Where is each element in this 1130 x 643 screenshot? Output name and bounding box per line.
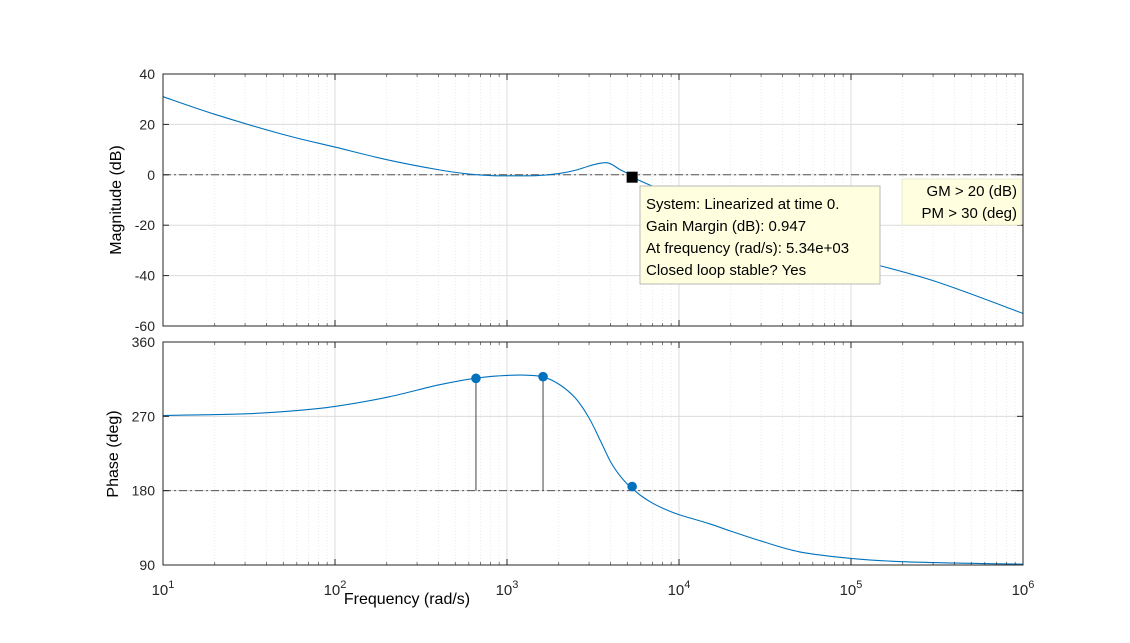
datatip-line-gain-margin: Gain Margin (dB): 0.947 [646, 218, 806, 235]
magnitude-axes-box [162, 73, 1024, 327]
phase-xtick-labels: 101 102 103 104 105 106 [152, 579, 1035, 599]
series-line [162, 374, 1024, 565]
margin-marker [471, 373, 481, 384]
phase-axes[interactable]: 90 180 270 360 101 102 103 104 105 106 Phase (de… [105, 334, 1034, 599]
phase-ticks [162, 341, 1024, 566]
datatip-line-system: System: Linearized at time 0. [646, 196, 839, 213]
phase-plot-area[interactable] [163, 342, 1023, 565]
xtick-label: 105 [840, 579, 863, 599]
magnitude-ticks [162, 73, 1024, 327]
ytick-label: 20 [139, 116, 155, 132]
requirements-box[interactable]: GM > 20 (dB) PM > 30 (deg) [901, 178, 1022, 226]
margin-marker [538, 371, 548, 382]
magnitude-axes[interactable]: -60 -40 -20 0 20 40 Magnitude (dB) [108, 66, 1024, 334]
datatip-line-stability: Closed loop stable? Yes [646, 262, 806, 279]
ytick-label: -60 [135, 318, 155, 334]
phase-ylabel: Phase (deg) [105, 410, 122, 497]
ytick-label: -20 [135, 217, 155, 233]
phase-series [162, 374, 1024, 565]
requirements-box-bg [901, 178, 1022, 226]
ytick-label: 270 [132, 408, 156, 424]
magnitude-ytick-labels: -60 -40 -20 0 20 40 [135, 66, 155, 334]
ytick-label: 90 [139, 557, 155, 573]
requirement-pm: PM > 30 (deg) [922, 205, 1017, 222]
ytick-label: 40 [139, 66, 155, 82]
datatip[interactable]: System: Linearized at time 0. Gain Margi… [639, 185, 881, 285]
ytick-label: 180 [132, 483, 156, 499]
datatip-box [639, 185, 881, 285]
magnitude-ylabel: Magnitude (dB) [108, 145, 125, 254]
frequency-xlabel: Frequency (rad/s) [344, 591, 470, 608]
magnitude-plot-area[interactable] [163, 74, 1023, 326]
datatip-line-frequency: At frequency (rad/s): 5.34e+03 [646, 240, 849, 257]
margin-marker [627, 481, 637, 492]
xtick-label: 102 [324, 579, 347, 599]
magnitude-markers [626, 171, 638, 183]
ytick-label: -40 [135, 268, 155, 284]
xtick-label: 101 [152, 579, 175, 599]
xtick-label: 106 [1012, 579, 1035, 599]
gain-margin-marker [626, 171, 638, 183]
ytick-label: 360 [132, 334, 156, 350]
ytick-label: 0 [147, 167, 155, 183]
phase-axes-box [162, 341, 1024, 566]
requirement-gm: GM > 20 (dB) [927, 183, 1017, 200]
xtick-label: 103 [496, 579, 519, 599]
xtick-label: 104 [668, 579, 691, 599]
phase-ytick-labels: 90 180 270 360 [132, 334, 156, 573]
phase-markers [471, 371, 637, 492]
